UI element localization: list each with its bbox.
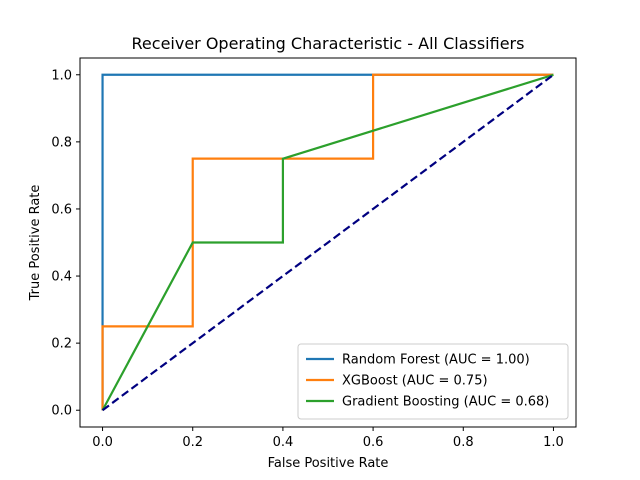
x-tick-label: 0.8 (453, 435, 474, 450)
y-tick-label: 0.0 (51, 404, 72, 419)
y-tick-label: 0.6 (51, 202, 72, 217)
legend-entry-1: XGBoost (AUC = 0.75) (342, 374, 488, 389)
y-tick-label: 0.2 (51, 337, 72, 352)
x-tick-label: 1.0 (543, 435, 564, 450)
series-line-1 (101, 73, 554, 411)
y-axis-label: True Positive Rate (28, 185, 43, 302)
x-tick-label: 0.4 (273, 435, 294, 450)
y-axis: 0.0 0.2 0.4 0.6 0.8 1.0 (51, 68, 80, 419)
chart-title: Receiver Operating Characteristic - All … (132, 34, 525, 53)
y-tick-label: 0.4 (51, 270, 72, 285)
x-tick-label: 0.0 (92, 435, 113, 450)
axes-frame (79, 57, 577, 428)
x-axis: 0.0 0.2 0.4 0.6 0.8 1.0 (92, 427, 564, 450)
y-tick-label: 0.8 (51, 135, 72, 150)
y-tick-label: 1.0 (51, 68, 72, 83)
series-layer (101, 73, 555, 412)
series-line-2 (101, 73, 554, 411)
legend-entry-2: Gradient Boosting (AUC = 0.68) (342, 395, 549, 410)
legend-entry-0: Random Forest (AUC = 1.00) (342, 353, 530, 368)
x-tick-label: 0.6 (363, 435, 384, 450)
legend-box (297, 343, 569, 420)
legend: Random Forest (AUC = 1.00) XGBoost (AUC =… (297, 343, 569, 420)
x-tick-label: 0.2 (182, 435, 203, 450)
x-axis-label: False Positive Rate (268, 456, 389, 471)
reference-diagonal-line (101, 73, 555, 412)
